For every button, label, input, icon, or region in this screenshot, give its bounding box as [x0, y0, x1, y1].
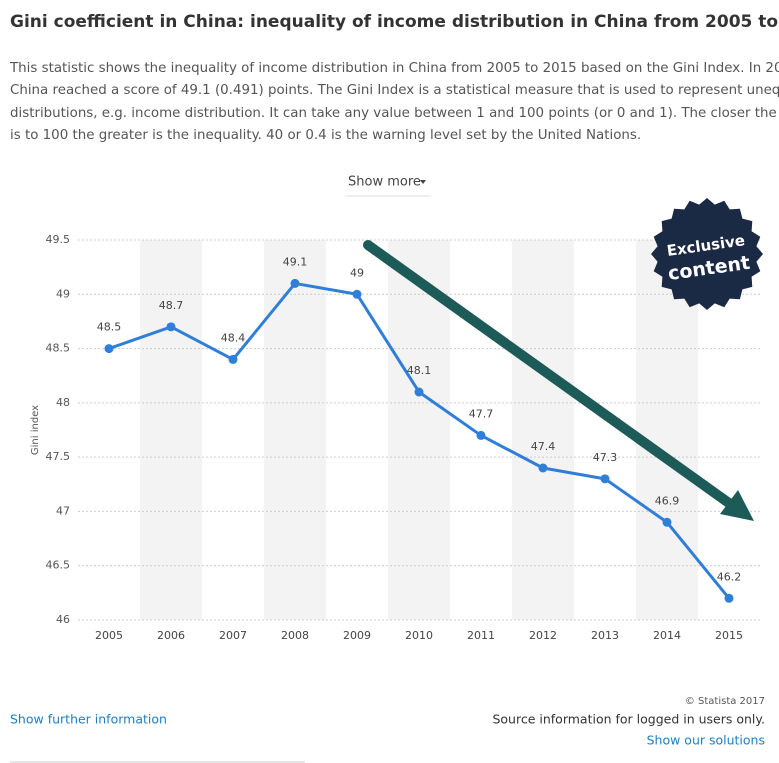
band-shade [388, 240, 450, 620]
point [290, 278, 300, 288]
point [662, 517, 672, 527]
y-tick-label: 49.5 [46, 233, 71, 246]
point [166, 322, 176, 332]
x-tick-label: 2014 [653, 629, 681, 642]
value-label: 49.1 [283, 255, 308, 268]
point [352, 289, 362, 299]
point [228, 354, 238, 364]
y-axis-label: Gini index [30, 405, 41, 455]
band-shade [140, 240, 202, 620]
value-label: 48.7 [159, 299, 184, 312]
value-label: 46.9 [655, 494, 680, 507]
badge: Exclusive content [651, 198, 763, 310]
x-tick-label: 2012 [529, 629, 557, 642]
value-label: 49 [350, 266, 364, 279]
point [600, 474, 610, 484]
value-label: 48.1 [407, 364, 432, 377]
point [724, 593, 734, 603]
value-label: 48.5 [97, 321, 122, 334]
arrow-head [720, 490, 754, 521]
value-label: 47.4 [531, 440, 556, 453]
copyright: © Statista 2017 [685, 696, 765, 707]
x-tick-label: 2010 [405, 629, 433, 642]
value-label: 46.2 [717, 570, 742, 583]
description: is to 100 the greater is the inequality.… [10, 128, 641, 143]
x-tick-label: 2013 [591, 629, 619, 642]
y-tick-label: 48.5 [46, 342, 71, 355]
show-more[interactable]: Show more [348, 175, 421, 190]
x-tick-label: 2007 [219, 629, 247, 642]
y-tick-label: 47.5 [46, 450, 71, 463]
badge-shape [651, 198, 763, 310]
point [104, 344, 114, 354]
y-tick-label: 46 [56, 613, 70, 626]
x-tick-label: 2005 [95, 629, 123, 642]
point [538, 463, 548, 473]
point [476, 430, 486, 440]
x-tick-label: 2009 [343, 629, 371, 642]
x-tick-label: 2011 [467, 629, 495, 642]
y-tick-label: 48 [56, 396, 70, 409]
value-label: 47.3 [593, 451, 618, 464]
point [414, 387, 424, 397]
value-label: 48.4 [221, 331, 246, 344]
trend-arrow [363, 240, 754, 521]
description: China reached a score of 49.1 (0.491) po… [10, 83, 779, 98]
x-tick-label: 2015 [715, 629, 743, 642]
x-tick-label: 2008 [281, 629, 309, 642]
band-shade [512, 240, 574, 620]
value-label: 47.7 [469, 407, 494, 420]
description: This statistic shows the inequality of i… [9, 61, 779, 76]
y-tick-label: 46.5 [46, 559, 71, 572]
description: distributions, e.g. income distribution.… [10, 106, 779, 121]
source-info: Source information for logged in users o… [492, 712, 765, 727]
arrow-shaft [363, 240, 738, 511]
solutions-link[interactable]: Show our solutions [647, 733, 765, 748]
caret [420, 180, 426, 184]
x-tick-label: 2006 [157, 629, 185, 642]
further-info-link[interactable]: Show further information [10, 712, 167, 727]
band-shade [264, 240, 326, 620]
show-more-button[interactable]: Show more [345, 175, 431, 197]
y-tick-label: 49 [56, 287, 70, 300]
title: Gini coefficient in China: inequality of… [10, 12, 779, 32]
y-tick-label: 47 [56, 504, 70, 517]
